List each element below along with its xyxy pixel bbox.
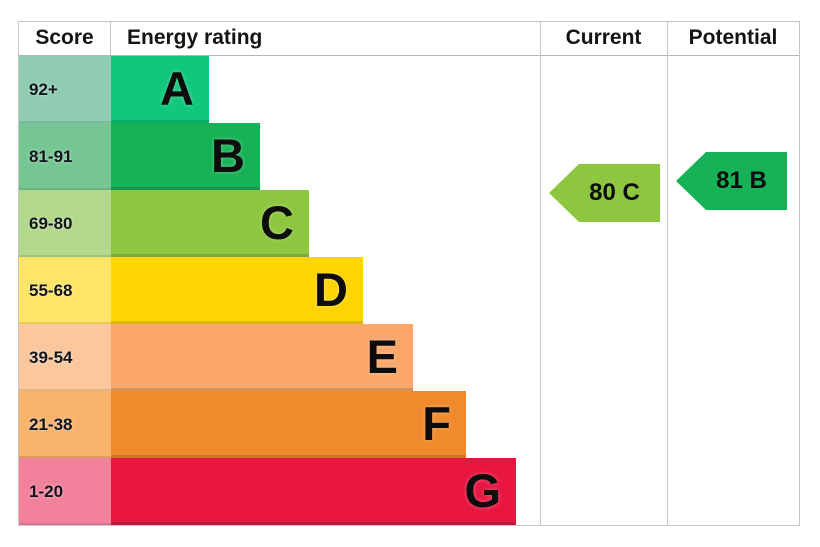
score-column-header: Score	[19, 22, 111, 55]
band-letter-c: C	[260, 196, 294, 249]
rating-bar-d: D	[111, 257, 363, 324]
potential-rating-arrow: 81 B	[676, 152, 787, 210]
potential-column-header: Potential	[688, 26, 778, 49]
rating-bar-b: B	[111, 123, 260, 190]
chart-header-row: Score Energy rating Current Potential	[19, 22, 799, 56]
score-range-a: 92+	[19, 56, 111, 123]
score-range-d: 55-68	[19, 257, 111, 324]
band-row-c: 69-80 C	[19, 190, 540, 257]
potential-column-divider	[667, 22, 668, 525]
band-letter-b: B	[211, 129, 245, 182]
rating-bar-a: A	[111, 56, 209, 123]
energy-rating-chart: Score Energy rating Current Potential 92…	[18, 21, 800, 526]
band-row-a: 92+ A	[19, 56, 540, 123]
score-range-c: 69-80	[19, 190, 111, 257]
rating-bands: 92+ A 81-91 B 69-80 C 55-68 D 39-54 E 21…	[19, 56, 540, 525]
band-letter-a: A	[160, 62, 194, 115]
band-letter-g: G	[464, 464, 501, 517]
current-rating-arrow: 80 C	[549, 164, 660, 222]
band-letter-d: D	[314, 263, 348, 316]
band-row-d: 55-68 D	[19, 257, 540, 324]
band-letter-f: F	[422, 397, 451, 450]
band-row-e: 39-54 E	[19, 324, 540, 391]
score-range-g: 1-20	[19, 458, 111, 525]
current-column-header: Current	[565, 26, 642, 49]
band-row-b: 81-91 B	[19, 123, 540, 190]
score-range-f: 21-38	[19, 391, 111, 458]
rating-bar-f: F	[111, 391, 466, 458]
band-row-f: 21-38 F	[19, 391, 540, 458]
rating-bar-g: G	[111, 458, 516, 525]
score-range-e: 39-54	[19, 324, 111, 391]
rating-bar-c: C	[111, 190, 309, 257]
rating-bar-e: E	[111, 324, 413, 391]
score-range-b: 81-91	[19, 123, 111, 190]
energy-rating-column-header: Energy rating	[127, 26, 263, 49]
current-column-divider	[540, 22, 541, 525]
band-letter-e: E	[366, 330, 398, 383]
band-row-g: 1-20 G	[19, 458, 540, 525]
